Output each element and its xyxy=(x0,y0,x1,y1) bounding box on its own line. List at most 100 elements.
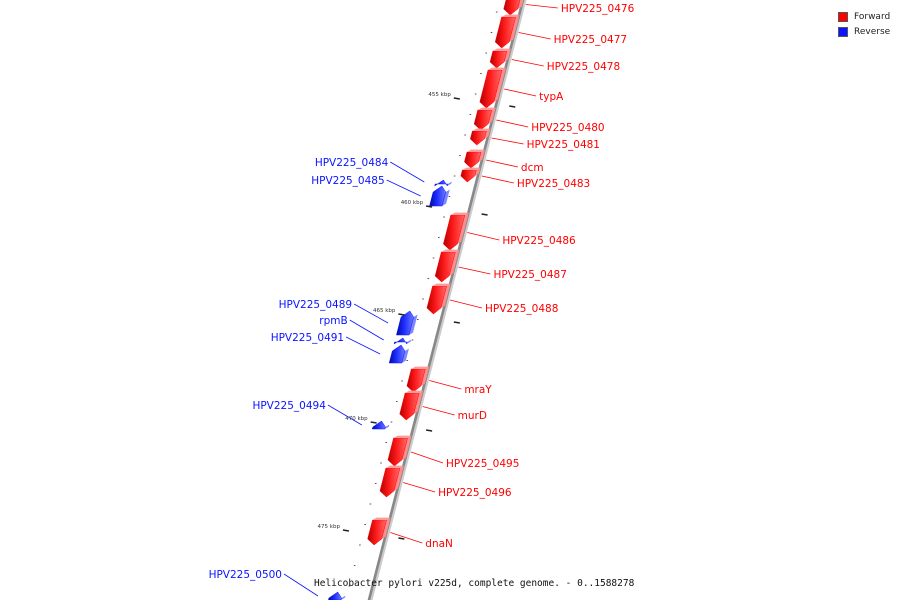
gene-side xyxy=(340,595,346,600)
gene-rpmb xyxy=(393,337,412,345)
leader-line xyxy=(496,119,529,128)
gene-typa xyxy=(479,67,507,109)
gene-label-text: HPV225_0483 xyxy=(517,178,590,190)
gene-side xyxy=(420,366,430,386)
label-hpv225-0486: HPV225_0486 xyxy=(467,232,576,247)
gene-body xyxy=(460,169,477,183)
leader-line xyxy=(525,4,558,9)
gene-side xyxy=(449,249,460,276)
label-hpv225-0494: HPV225_0494 xyxy=(252,400,363,426)
gene-side xyxy=(504,48,511,62)
gene-side xyxy=(447,181,452,186)
kbp-tick-label: 460 kbp xyxy=(401,200,424,206)
label-hpv225-0481: HPV225_0481 xyxy=(491,137,600,151)
gene-top xyxy=(372,517,391,520)
gene-body xyxy=(388,344,406,364)
gene-side xyxy=(401,348,409,363)
leader-line xyxy=(403,482,436,493)
gene-top xyxy=(501,14,520,17)
gene-side xyxy=(393,465,404,491)
leader-line xyxy=(485,159,519,168)
gene-side xyxy=(474,167,481,176)
backbone-shadow xyxy=(369,0,527,600)
kbp-tick-label: 475 kbp xyxy=(318,524,341,530)
gene-body xyxy=(470,130,487,146)
genome-backbone xyxy=(367,0,527,600)
gene-mray xyxy=(406,366,430,393)
gene-side xyxy=(384,424,390,429)
label-murd: murD xyxy=(422,406,487,422)
gene-label-text: HPV225_0481 xyxy=(527,139,600,151)
label-hpv225-0480: HPV225_0480 xyxy=(496,119,605,134)
leader-line xyxy=(458,266,491,275)
leader-line xyxy=(349,319,384,341)
legend-reverse: Reverse xyxy=(838,24,890,39)
gene-label-text: HPV225_0495 xyxy=(446,458,519,470)
forward-swatch xyxy=(838,11,848,22)
label-hpv225-0484: HPV225_0484 xyxy=(315,157,425,183)
gene-hpv225-0495 xyxy=(387,435,412,467)
gene-body xyxy=(503,0,521,16)
gene-top xyxy=(472,128,491,131)
gene-body xyxy=(464,151,482,169)
leader-line xyxy=(467,232,500,241)
gene-label-text: typA xyxy=(539,91,564,103)
kbp-tick-460-kbp: 460 kbp xyxy=(401,200,488,216)
gene-hpv225-0496 xyxy=(379,465,404,498)
gene-hpv225-0485 xyxy=(429,185,450,207)
gene-hpv225-0477 xyxy=(494,14,520,49)
gene-label-text: HPV225_0480 xyxy=(531,122,604,134)
gene-side xyxy=(517,0,524,9)
leader-line xyxy=(518,32,551,40)
gene-body xyxy=(393,337,408,345)
gene-side xyxy=(488,107,496,124)
gene-top xyxy=(405,390,424,393)
gene-top xyxy=(441,249,460,252)
gene-top xyxy=(385,465,404,468)
gene-top xyxy=(488,67,507,70)
gene-hpv225-0487 xyxy=(434,249,460,283)
leader-line xyxy=(410,451,444,464)
gene-label-text: HPV225_0496 xyxy=(438,487,512,499)
label-hpv225-0478: HPV225_0478 xyxy=(511,59,620,73)
leader-line xyxy=(386,179,421,197)
gene-hpv225-0491 xyxy=(388,344,409,364)
gene-side xyxy=(484,128,491,139)
gene-hpv225-0489 xyxy=(396,310,418,336)
gene-top xyxy=(393,435,412,438)
label-hpv225-0483: HPV225_0483 xyxy=(481,175,590,190)
minor-ticks xyxy=(348,11,498,587)
kbp-tick-455-kbp: 455 kbp xyxy=(428,92,516,108)
gene-label-text: HPV225_0500 xyxy=(209,569,282,581)
gene-hpv225-0494 xyxy=(371,420,390,430)
gene-label-text: HPV225_0491 xyxy=(271,332,344,344)
leader-line xyxy=(422,406,455,416)
gene-top xyxy=(450,212,469,215)
reverse-swatch xyxy=(838,26,848,37)
gene-features xyxy=(328,0,524,600)
kbp-tick-465-kbp: 465 kbp xyxy=(373,308,460,324)
gene-top xyxy=(411,366,430,369)
label-hpv225-0491: HPV225_0491 xyxy=(271,332,381,355)
gene-body xyxy=(489,50,508,69)
label-hpv225-0487: HPV225_0487 xyxy=(458,266,567,281)
legend-forward: Forward xyxy=(838,9,890,24)
gene-side xyxy=(406,339,412,344)
gene-side xyxy=(401,435,412,460)
gene-label-text: HPV225_0494 xyxy=(252,400,326,412)
gene-label-text: mraY xyxy=(464,384,492,396)
gene-label-text: HPV225_0488 xyxy=(485,303,558,315)
kbp-tick-label: 465 kbp xyxy=(373,308,396,314)
legend-reverse-label: Reverse xyxy=(854,26,891,37)
leader-line xyxy=(327,404,363,426)
leader-line xyxy=(449,299,483,309)
gene-side xyxy=(478,149,485,162)
kbp-tick-right xyxy=(509,105,516,108)
kbp-tick-right xyxy=(453,321,460,324)
gene-labels: HPV225_0476 HPV225_0477 HPV225_0478 typA HPV… xyxy=(209,3,635,597)
gene-hpv225-0481 xyxy=(470,128,491,146)
gene-body xyxy=(429,185,446,207)
gene-body xyxy=(396,310,414,336)
gene-label-text: HPV225_0478 xyxy=(547,61,620,73)
